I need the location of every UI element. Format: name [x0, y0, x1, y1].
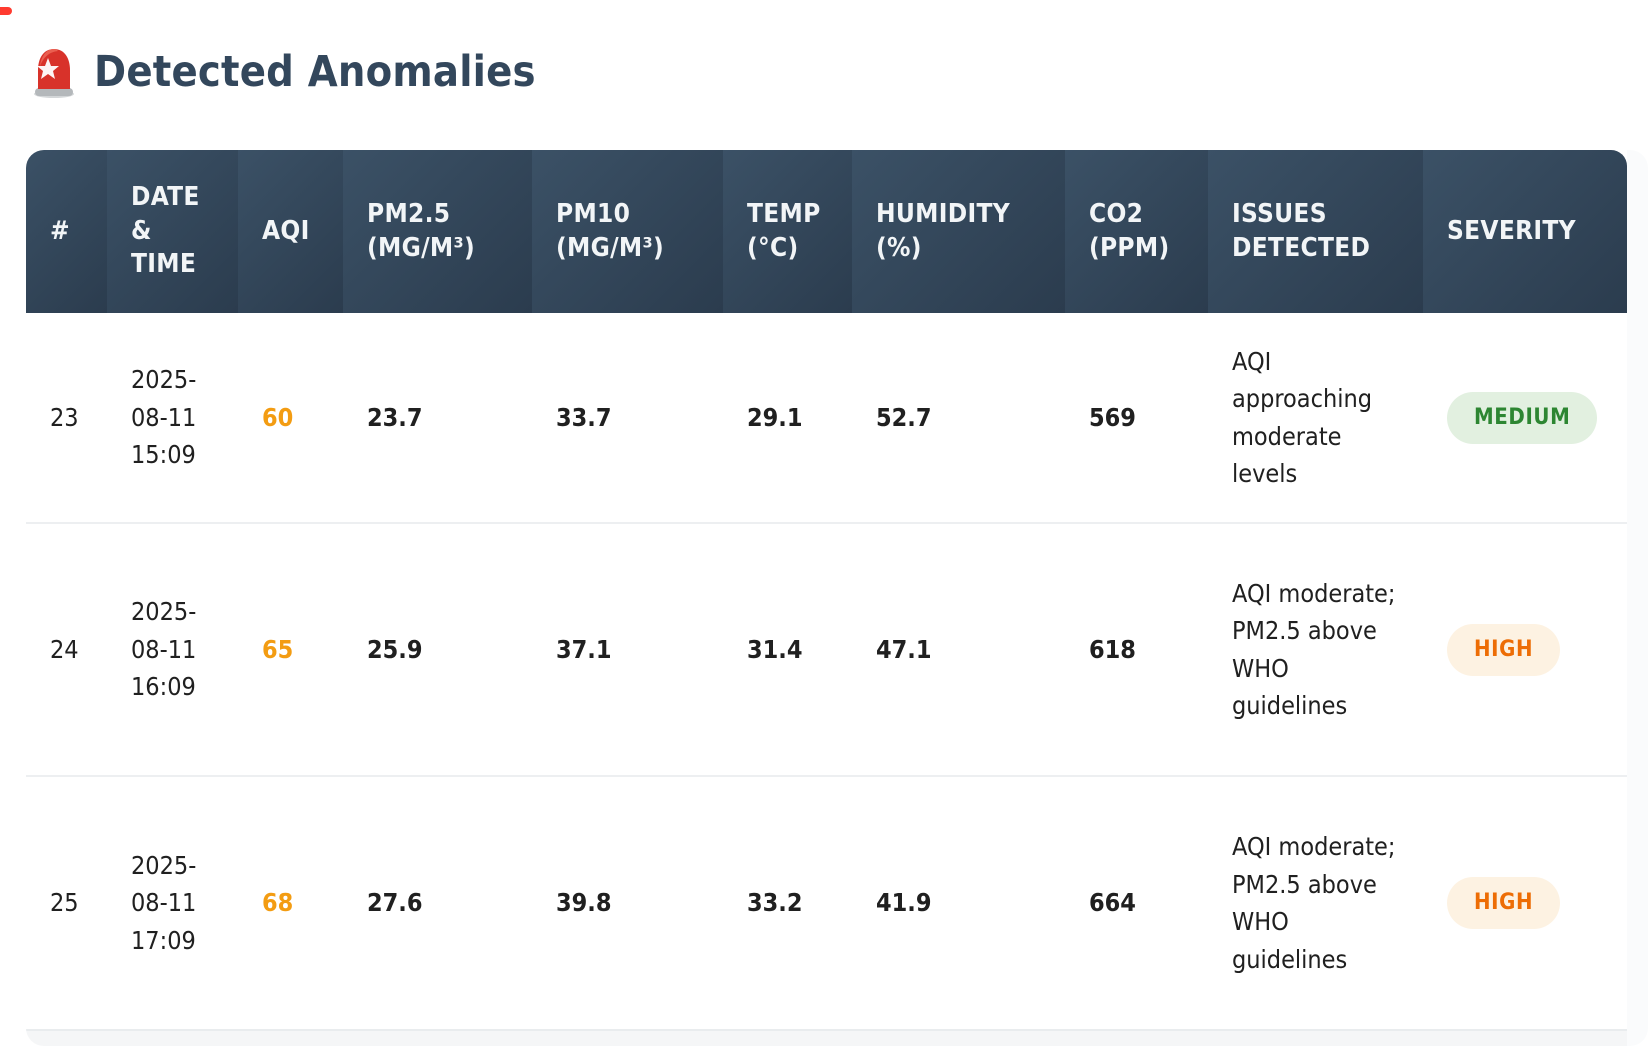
cell-datetime: 2025-08-11 15:09: [107, 313, 238, 522]
cell-datetime: 2025-08-11 17:09: [107, 775, 238, 1029]
cell-temp: 29.1: [723, 313, 852, 522]
cell-severity: HIGH: [1423, 775, 1627, 1029]
cell-pm10: 39.8: [532, 775, 723, 1029]
col-header-pm10: PM10 (MG/M³): [532, 150, 723, 313]
severity-badge: HIGH: [1447, 877, 1561, 929]
cell-aqi: 60: [238, 313, 343, 522]
col-header-severity: SEVERITY: [1423, 150, 1627, 313]
cell-pm10: 37.1: [532, 522, 723, 775]
cell-co2: 618: [1065, 522, 1208, 775]
partial-next-row: [26, 1029, 1627, 1046]
anomalies-table-container: # DATE & TIME AQI PM2.5 (MG/M³) PM10 (MG…: [26, 150, 1648, 1046]
cell-severity: HIGH: [1423, 522, 1627, 775]
cell-temp: 33.2: [723, 775, 852, 1029]
cell-aqi: 65: [238, 522, 343, 775]
col-header-num: #: [26, 150, 107, 313]
cell-temp: 31.4: [723, 522, 852, 775]
cell-issues: AQI moderate; PM2.5 above WHO guidelines: [1208, 775, 1423, 1029]
cell-pm25: 23.7: [343, 313, 532, 522]
col-header-issues: ISSUES DETECTED: [1208, 150, 1423, 313]
cell-co2: 664: [1065, 775, 1208, 1029]
cell-pm25: 25.9: [343, 522, 532, 775]
cell-humidity: 47.1: [852, 522, 1065, 775]
cell-humidity: 41.9: [852, 775, 1065, 1029]
cell-pm25: 27.6: [343, 775, 532, 1029]
col-header-pm25: PM2.5 (MG/M³): [343, 150, 532, 313]
clipped-red-artifact: [0, 7, 12, 15]
col-header-humidity: HUMIDITY (%): [852, 150, 1065, 313]
header-row: # DATE & TIME AQI PM2.5 (MG/M³) PM10 (MG…: [26, 150, 1627, 313]
partial-next-row-strip: [26, 1029, 1627, 1046]
cell-datetime: 2025-08-11 16:09: [107, 522, 238, 775]
cell-num: 23: [26, 313, 107, 522]
table-row: 25 2025-08-11 17:09 68 27.6 39.8 33.2 41…: [26, 775, 1627, 1029]
col-header-temp: TEMP (°C): [723, 150, 852, 313]
cell-num: 24: [26, 522, 107, 775]
severity-badge: MEDIUM: [1447, 391, 1598, 444]
col-header-co2: CO2 (PPM): [1065, 150, 1208, 313]
siren-icon: [30, 46, 78, 98]
cell-aqi: 68: [238, 775, 343, 1029]
table-row: 23 2025-08-11 15:09 60 23.7 33.7 29.1 52…: [26, 313, 1627, 522]
cell-num: 25: [26, 775, 107, 1029]
cell-humidity: 52.7: [852, 313, 1065, 522]
cell-co2: 569: [1065, 313, 1208, 522]
page-title: Detected Anomalies: [94, 47, 536, 97]
severity-badge: HIGH: [1447, 623, 1561, 676]
table-row: 24 2025-08-11 16:09 65 25.9 37.1 31.4 47…: [26, 522, 1627, 775]
cell-severity: MEDIUM: [1423, 313, 1627, 522]
cell-issues: AQI moderate; PM2.5 above WHO guidelines: [1208, 522, 1423, 775]
cell-pm10: 33.7: [532, 313, 723, 522]
col-header-aqi: AQI: [238, 150, 343, 313]
col-header-datetime: DATE & TIME: [107, 150, 238, 313]
anomalies-table: # DATE & TIME AQI PM2.5 (MG/M³) PM10 (MG…: [26, 150, 1627, 1046]
page-header: Detected Anomalies: [30, 46, 536, 98]
cell-issues: AQI approaching moderate levels: [1208, 313, 1423, 522]
